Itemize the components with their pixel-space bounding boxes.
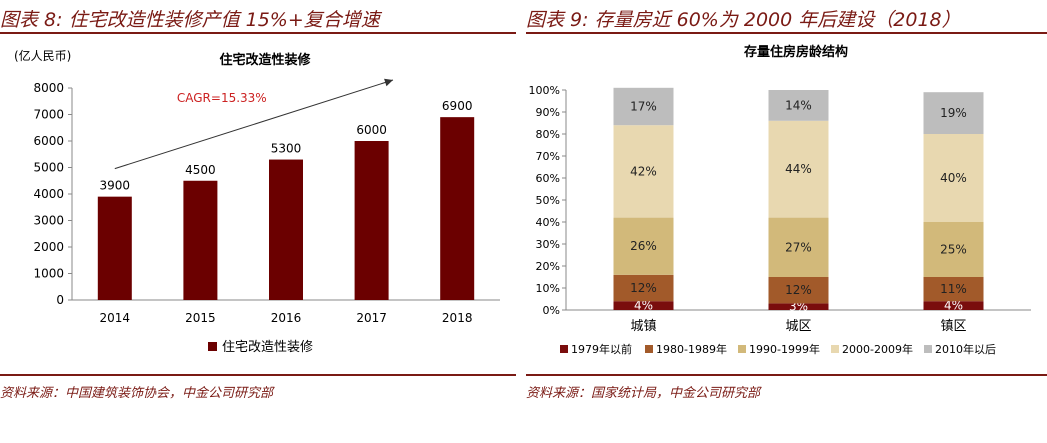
y-tick-label: 0: [56, 293, 64, 307]
stack-segment: [768, 217, 829, 277]
segment-value-label: 11%: [940, 282, 967, 296]
segment-value-label: 12%: [785, 283, 812, 297]
stack-segment: [923, 222, 984, 277]
y-tick-label: 40%: [536, 216, 560, 229]
stack-segment: [768, 90, 829, 121]
bar: [354, 141, 389, 300]
x-tick-label: 2014: [100, 311, 131, 325]
bar-value-label: 6900: [442, 99, 473, 113]
x-tick-label: 2018: [442, 311, 473, 325]
segment-value-label: 19%: [940, 106, 967, 120]
cagr-annotation: CAGR=15.33%: [177, 91, 267, 105]
y-tick-label: 90%: [536, 106, 560, 119]
renovation-output-bar-chart: (亿人民币) 住宅改造性装修 0 1000 2000 3000 4000 5000 6000 70…: [14, 48, 500, 355]
segment-value-label: 25%: [940, 243, 967, 257]
segment-value-label: 26%: [630, 239, 657, 253]
y-tick-label: 4000: [33, 187, 64, 201]
stack-segment: [923, 134, 984, 222]
stack-segment: [923, 92, 984, 134]
stack-segment: [923, 301, 984, 310]
y-tick-label: 7000: [33, 108, 64, 122]
legend-swatch: [560, 345, 568, 353]
bar: [440, 117, 475, 301]
stack-segment: [613, 274, 674, 302]
bar: [269, 159, 303, 300]
legend-swatch: [738, 345, 746, 353]
legend-swatch: [208, 342, 217, 351]
stack-segment: [923, 277, 984, 302]
legend-label: 2000-2009年: [842, 342, 913, 356]
cagr-arrow-line: [114, 79, 394, 170]
segment-value-label: 42%: [630, 164, 657, 178]
left-source-rule: [0, 374, 516, 376]
right-figure-title: 图表 9: 存量房近 60%为 2000 年后建设（2018）: [526, 9, 961, 31]
bar-value-label: 5300: [271, 142, 302, 156]
stack-segment: [768, 120, 829, 218]
bar-value-label: 4500: [185, 163, 216, 177]
stack-segment: [768, 277, 829, 304]
y-tick-label: 70%: [536, 150, 560, 163]
stack-segment: [613, 217, 674, 275]
stack-segment: [768, 303, 829, 310]
x-tick-label: 城区: [785, 319, 811, 334]
y-tick-label: 5000: [33, 161, 64, 175]
y-tick-label: 8000: [33, 81, 64, 95]
right-source-note: 资料来源：国家统计局，中金公司研究部: [526, 386, 761, 401]
y-tick-label: 0%: [543, 304, 560, 317]
segment-value-label: 44%: [785, 162, 812, 176]
y-tick-label: 100%: [529, 84, 560, 97]
left-figure-title: 图表 8: 住宅改造性装修产值 15%+复合增速: [0, 9, 380, 31]
x-tick-label: 2017: [356, 311, 387, 325]
bar-value-label: 6000: [356, 123, 387, 137]
stack-segment: [613, 87, 674, 126]
stack-segment: [613, 301, 674, 310]
segment-value-label: 4%: [634, 299, 653, 313]
chart-title: 存量住房房龄结构: [744, 44, 848, 60]
bar: [97, 196, 132, 300]
segment-value-label: 40%: [940, 171, 967, 185]
bar: [183, 180, 218, 300]
chart-title: 住宅改造性装修: [219, 52, 311, 68]
unit-label: (亿人民币): [14, 48, 71, 63]
legend-swatch: [924, 345, 932, 353]
segment-value-label: 27%: [785, 240, 812, 254]
segment-value-label: 12%: [630, 281, 657, 295]
legend-label: 住宅改造性装修: [222, 340, 313, 355]
cagr-arrow-head: [384, 78, 393, 87]
segment-value-label: 4%: [944, 299, 963, 313]
y-tick-label: 10%: [536, 282, 560, 295]
y-tick-label: 1000: [33, 267, 64, 281]
left-title-rule: [0, 32, 516, 34]
x-tick-label: 镇区: [940, 319, 966, 334]
x-tick-label: 城镇: [630, 319, 656, 334]
legend-swatch: [645, 345, 653, 353]
y-tick-label: 6000: [33, 134, 64, 148]
left-source-note: 资料来源：中国建筑装饰协会，中金公司研究部: [0, 386, 274, 401]
right-source-rule: [526, 374, 1047, 376]
right-figure-panel: 图表 9: 存量房近 60%为 2000 年后建设（2018） 存量住房房龄结构…: [526, 0, 1047, 443]
right-title-rule: [526, 32, 1047, 34]
stack-segment: [613, 125, 674, 218]
y-tick-label: 2000: [33, 240, 64, 254]
y-tick-label: 3000: [33, 214, 64, 228]
legend-swatch: [831, 345, 839, 353]
segment-value-label: 17%: [630, 100, 657, 114]
y-tick-label: 50%: [536, 194, 560, 207]
y-tick-label: 80%: [536, 128, 560, 141]
legend-label: 1980-1989年: [656, 342, 727, 356]
y-tick-label: 60%: [536, 172, 560, 185]
left-figure-panel: 图表 8: 住宅改造性装修产值 15%+复合增速 (亿人民币) 住宅改造性装修 0 1…: [0, 0, 516, 443]
x-tick-label: 2015: [185, 311, 216, 325]
y-tick-label: 20%: [536, 260, 560, 273]
x-tick-label: 2016: [271, 311, 302, 325]
bar-value-label: 3900: [100, 179, 131, 193]
legend-label: 1979年以前: [571, 342, 632, 356]
y-tick-label: 30%: [536, 238, 560, 251]
legend-label: 2010年以后: [935, 342, 996, 356]
legend-label: 1990-1999年: [749, 342, 820, 356]
segment-value-label: 14%: [785, 98, 812, 112]
housing-age-stacked-chart: 存量住房房龄结构 0% 10% 20% 30% 40% 50% 60% 70% 80% 90% 100…: [529, 44, 1031, 356]
